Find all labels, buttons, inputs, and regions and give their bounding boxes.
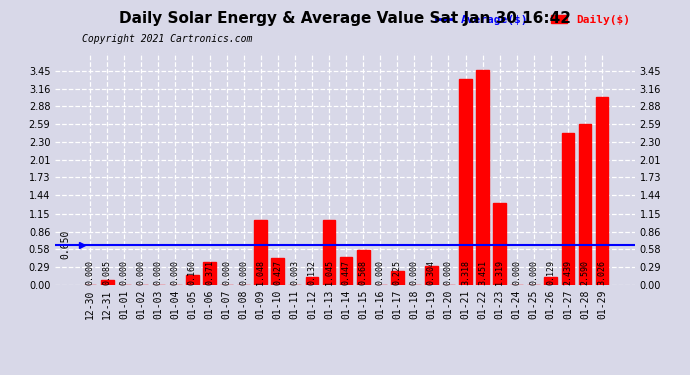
Text: 3.318: 3.318 [461,260,470,285]
Text: 0.000: 0.000 [410,260,419,285]
Text: 3.451: 3.451 [478,260,487,285]
Text: 0.000: 0.000 [171,260,180,285]
Text: 0.129: 0.129 [546,260,555,285]
Text: 1.048: 1.048 [256,260,265,285]
Bar [544,277,558,285]
Bar [339,257,353,285]
Text: 2.590: 2.590 [580,260,589,285]
Bar [579,124,591,285]
Text: 3.026: 3.026 [598,260,607,285]
Text: 0.304: 0.304 [427,260,436,285]
Bar [203,262,216,285]
Bar [493,203,506,285]
Bar [186,275,199,285]
Text: 0.085: 0.085 [103,260,112,285]
Text: 0.225: 0.225 [393,260,402,285]
Text: 1.045: 1.045 [324,260,333,285]
Text: 0.000: 0.000 [154,260,163,285]
Bar [391,271,404,285]
Bar [271,258,284,285]
Text: 0.160: 0.160 [188,260,197,285]
Bar [357,250,370,285]
Text: 0.000: 0.000 [239,260,248,285]
Text: 1.319: 1.319 [495,260,504,285]
Text: 0.427: 0.427 [273,260,282,285]
Text: 0.000: 0.000 [529,260,538,285]
Text: 0.568: 0.568 [359,260,368,285]
Bar [562,134,574,285]
Bar [459,79,472,285]
Bar [425,266,437,285]
Text: 0.000: 0.000 [444,260,453,285]
Text: 0.000: 0.000 [375,260,385,285]
Text: 0.371: 0.371 [205,260,214,285]
Bar [595,97,609,285]
Bar [476,70,489,285]
Text: Copyright 2021 Cartronics.com: Copyright 2021 Cartronics.com [81,34,252,44]
Text: Daily Solar Energy & Average Value Sat Jan 30 16:42: Daily Solar Energy & Average Value Sat J… [119,11,571,26]
Text: 2.439: 2.439 [564,260,573,285]
Text: 0.000: 0.000 [119,260,129,285]
Text: 0.000: 0.000 [512,260,521,285]
Text: 0.447: 0.447 [342,260,351,285]
Text: 0.003: 0.003 [290,260,299,285]
Text: 0.132: 0.132 [308,260,317,285]
Bar [255,220,267,285]
Text: 0.650: 0.650 [60,230,70,259]
Text: 0.000: 0.000 [86,260,95,285]
Text: 0.000: 0.000 [222,260,231,285]
Legend: Average($), Daily($): Average($), Daily($) [431,10,635,30]
Bar [101,280,114,285]
Bar [306,277,318,285]
Bar [323,220,335,285]
Text: 0.000: 0.000 [137,260,146,285]
